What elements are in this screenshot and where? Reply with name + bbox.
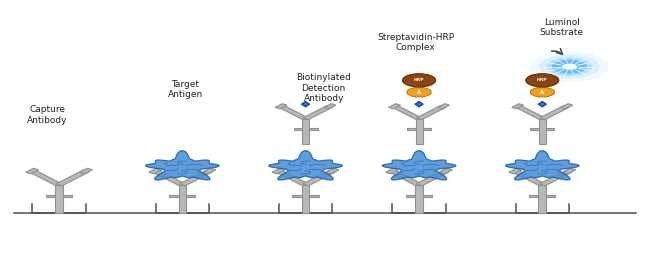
Bar <box>530 128 539 130</box>
Polygon shape <box>152 170 185 186</box>
Circle shape <box>530 87 554 97</box>
Polygon shape <box>302 170 335 186</box>
Bar <box>539 119 546 144</box>
Polygon shape <box>538 101 547 107</box>
Bar <box>309 128 317 130</box>
Circle shape <box>526 74 559 87</box>
Polygon shape <box>272 168 285 174</box>
Bar <box>529 195 538 197</box>
Polygon shape <box>179 170 213 186</box>
Circle shape <box>530 51 608 82</box>
Polygon shape <box>278 105 308 120</box>
Circle shape <box>562 63 577 70</box>
Text: Streptavidin-HRP
Complex: Streptavidin-HRP Complex <box>377 33 454 53</box>
Bar <box>294 128 302 130</box>
Polygon shape <box>146 151 219 180</box>
Polygon shape <box>509 168 522 174</box>
Bar <box>538 185 546 213</box>
Polygon shape <box>407 87 431 97</box>
Polygon shape <box>530 87 554 97</box>
Text: Capture
Antibody: Capture Antibody <box>27 106 68 125</box>
Polygon shape <box>276 170 309 186</box>
Polygon shape <box>439 168 452 174</box>
Polygon shape <box>416 105 447 120</box>
Text: A: A <box>417 90 421 95</box>
Circle shape <box>540 55 599 79</box>
Polygon shape <box>561 104 573 109</box>
Bar <box>407 128 415 130</box>
Bar <box>406 195 415 197</box>
Bar <box>302 119 309 144</box>
Text: HRP: HRP <box>414 78 424 82</box>
Bar <box>169 195 179 197</box>
Text: A: A <box>540 90 544 95</box>
Polygon shape <box>437 104 450 109</box>
Polygon shape <box>392 105 422 120</box>
Bar <box>309 195 318 197</box>
Text: Luminol
Substrate: Luminol Substrate <box>540 17 584 37</box>
Polygon shape <box>268 151 343 180</box>
Bar <box>415 185 423 213</box>
Polygon shape <box>515 105 545 120</box>
Polygon shape <box>505 151 579 180</box>
Bar <box>415 119 423 144</box>
Bar <box>46 195 55 197</box>
Polygon shape <box>56 170 89 186</box>
Circle shape <box>552 60 587 74</box>
Bar <box>423 195 432 197</box>
Bar <box>186 195 196 197</box>
Polygon shape <box>530 87 554 97</box>
Text: HRP: HRP <box>537 78 547 82</box>
Polygon shape <box>326 168 339 174</box>
Polygon shape <box>25 168 38 174</box>
Polygon shape <box>530 87 554 97</box>
Polygon shape <box>203 168 216 174</box>
Polygon shape <box>512 104 524 109</box>
Bar <box>546 195 555 197</box>
Polygon shape <box>303 105 333 120</box>
Circle shape <box>407 87 431 97</box>
Bar <box>546 128 554 130</box>
Polygon shape <box>407 87 431 97</box>
Polygon shape <box>79 168 92 174</box>
Polygon shape <box>415 101 423 107</box>
Polygon shape <box>416 170 449 186</box>
Bar <box>179 185 186 213</box>
Polygon shape <box>512 170 545 186</box>
Polygon shape <box>407 87 431 97</box>
Polygon shape <box>389 170 422 186</box>
Polygon shape <box>302 101 309 107</box>
Text: Biotinylated
Detection
Antibody: Biotinylated Detection Antibody <box>296 73 351 103</box>
Bar <box>302 185 309 213</box>
Polygon shape <box>540 105 569 120</box>
Polygon shape <box>149 168 162 174</box>
Polygon shape <box>385 168 398 174</box>
Bar <box>55 185 63 213</box>
Polygon shape <box>275 104 287 109</box>
Bar <box>422 128 431 130</box>
Polygon shape <box>389 104 400 109</box>
Polygon shape <box>563 168 576 174</box>
Bar <box>63 195 72 197</box>
Polygon shape <box>29 170 62 186</box>
Polygon shape <box>540 170 572 186</box>
Circle shape <box>402 74 436 87</box>
Polygon shape <box>324 104 336 109</box>
Polygon shape <box>407 87 431 97</box>
Polygon shape <box>382 151 456 180</box>
Text: Target
Antigen: Target Antigen <box>168 80 203 99</box>
Bar <box>292 195 302 197</box>
Circle shape <box>547 57 592 76</box>
Polygon shape <box>530 87 554 97</box>
